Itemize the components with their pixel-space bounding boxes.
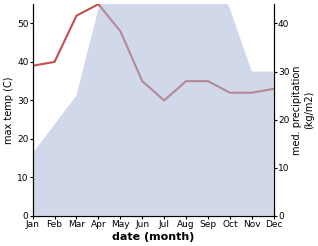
X-axis label: date (month): date (month) xyxy=(112,232,194,242)
Y-axis label: max temp (C): max temp (C) xyxy=(4,76,14,144)
Y-axis label: med. precipitation
(kg/m2): med. precipitation (kg/m2) xyxy=(292,65,314,155)
